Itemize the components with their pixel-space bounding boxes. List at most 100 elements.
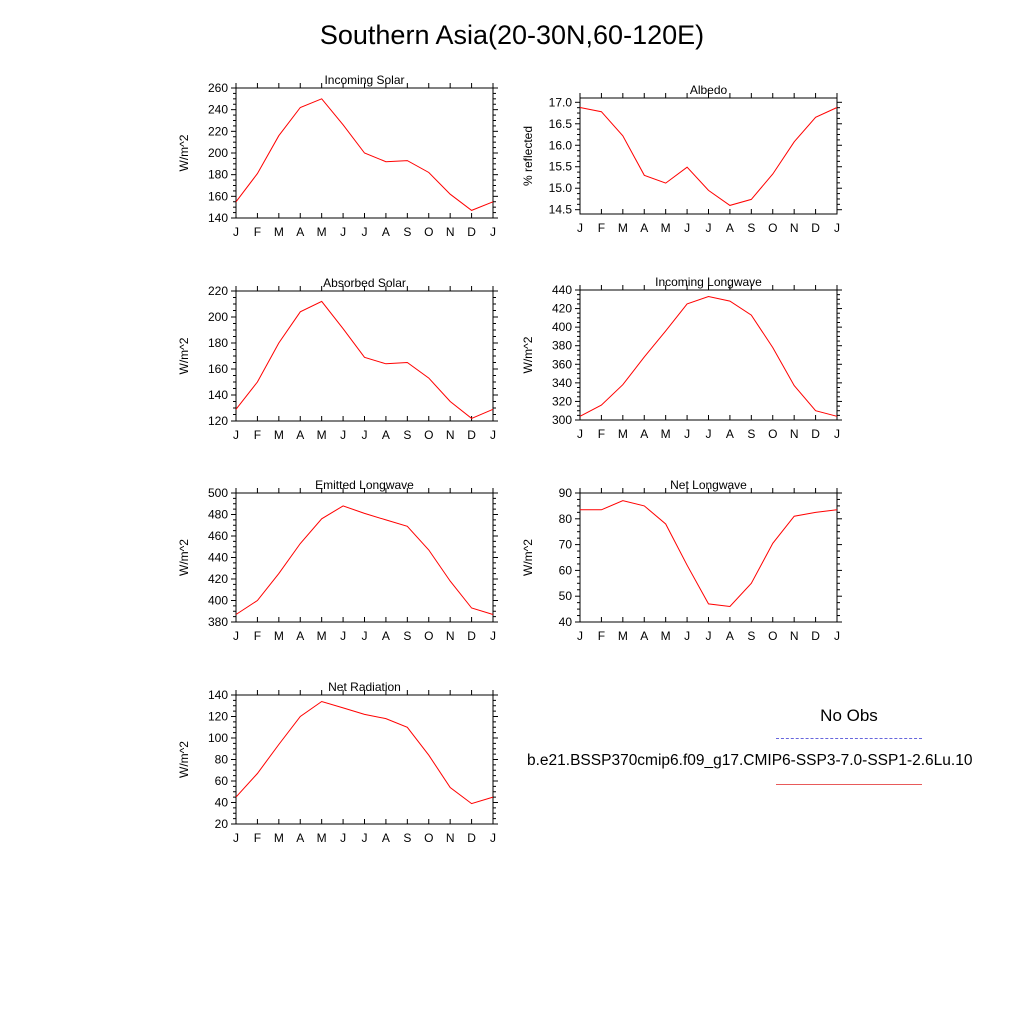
y-tick-label: 200 <box>208 310 228 324</box>
x-tick-label: S <box>747 427 755 441</box>
series-line <box>235 700 494 805</box>
y-axis-label: W/m^2 <box>521 539 535 576</box>
x-tick-label: D <box>467 225 476 239</box>
x-tick-label: D <box>467 629 476 643</box>
y-tick-label: 420 <box>208 572 228 586</box>
series-line <box>235 505 494 615</box>
x-tick-label: J <box>577 629 583 643</box>
y-tick-label: 460 <box>208 529 228 543</box>
x-tick-label: J <box>233 428 239 442</box>
panel-title: Net Longwave <box>670 478 747 492</box>
y-tick-label: 400 <box>552 320 572 334</box>
x-tick-label: J <box>233 225 239 239</box>
y-tick-label: 120 <box>208 414 228 428</box>
y-tick-label: 140 <box>208 211 228 225</box>
x-tick-label: J <box>340 831 346 845</box>
x-tick-label: S <box>403 629 411 643</box>
y-tick-label: 16.0 <box>549 138 573 152</box>
x-tick-label: A <box>382 428 390 442</box>
x-tick-label: D <box>811 221 820 235</box>
x-tick-label: M <box>317 831 327 845</box>
y-tick-label: 260 <box>208 81 228 95</box>
x-tick-label: M <box>274 225 284 239</box>
y-tick-label: 90 <box>559 486 573 500</box>
panel-title: Emitted Longwave <box>315 478 414 492</box>
y-tick-label: 240 <box>208 103 228 117</box>
y-tick-label: 420 <box>552 302 572 316</box>
x-tick-label: A <box>726 221 734 235</box>
panel-title: Net Radiation <box>328 680 401 694</box>
y-tick-label: 500 <box>208 486 228 500</box>
x-tick-label: D <box>811 629 820 643</box>
series-line <box>579 295 838 417</box>
y-axis-label: W/m^2 <box>521 336 535 373</box>
x-tick-label: O <box>424 629 433 643</box>
x-tick-label: A <box>296 225 304 239</box>
x-tick-label: S <box>747 629 755 643</box>
x-tick-label: J <box>577 427 583 441</box>
y-tick-label: 80 <box>559 512 573 526</box>
x-tick-label: J <box>684 221 690 235</box>
x-tick-label: S <box>403 831 411 845</box>
x-tick-label: A <box>382 225 390 239</box>
x-tick-label: M <box>274 428 284 442</box>
x-tick-label: O <box>768 221 777 235</box>
x-tick-label: F <box>254 629 261 643</box>
x-tick-label: M <box>618 629 628 643</box>
x-tick-label: J <box>706 629 712 643</box>
y-tick-label: 140 <box>208 688 228 702</box>
x-tick-label: O <box>768 427 777 441</box>
x-tick-label: A <box>382 629 390 643</box>
y-tick-label: 20 <box>215 817 229 831</box>
y-tick-label: 160 <box>208 189 228 203</box>
x-tick-label: J <box>362 629 368 643</box>
x-tick-label: O <box>424 428 433 442</box>
x-tick-label: A <box>640 221 648 235</box>
x-tick-label: N <box>446 428 455 442</box>
y-tick-label: 14.5 <box>549 203 573 217</box>
legend-model-swatch <box>776 784 922 785</box>
x-tick-label: J <box>490 831 496 845</box>
plot-frame <box>235 290 494 422</box>
y-axis-label: W/m^2 <box>177 741 191 778</box>
x-tick-label: J <box>577 221 583 235</box>
x-tick-label: S <box>403 428 411 442</box>
y-tick-label: 80 <box>215 753 229 767</box>
y-tick-label: 380 <box>208 615 228 629</box>
plot-frame <box>579 289 838 421</box>
y-tick-label: 16.5 <box>549 117 573 131</box>
legend-model-label: b.e21.BSSP370cmip6.f09_g17.CMIP6-SSP3-7.… <box>527 752 973 769</box>
panel-title: Incoming Solar <box>324 73 404 87</box>
y-tick-label: 100 <box>208 731 228 745</box>
x-tick-label: M <box>661 427 671 441</box>
x-tick-label: F <box>598 629 605 643</box>
series-line <box>235 98 494 211</box>
x-tick-label: M <box>618 221 628 235</box>
x-tick-label: J <box>490 428 496 442</box>
legend-obs-label: No Obs <box>820 706 878 725</box>
x-tick-label: J <box>706 427 712 441</box>
x-tick-label: M <box>618 427 628 441</box>
x-tick-label: N <box>790 221 799 235</box>
plot-frame <box>579 492 838 623</box>
x-tick-label: J <box>834 427 840 441</box>
x-tick-label: F <box>254 225 261 239</box>
x-tick-label: N <box>790 427 799 441</box>
x-tick-label: F <box>598 427 605 441</box>
y-tick-label: 220 <box>208 124 228 138</box>
x-tick-label: J <box>362 831 368 845</box>
y-tick-label: 200 <box>208 146 228 160</box>
panel-title: Albedo <box>690 83 728 97</box>
x-tick-label: M <box>317 629 327 643</box>
x-tick-label: J <box>490 629 496 643</box>
y-tick-label: 380 <box>552 339 572 353</box>
x-tick-label: A <box>296 831 304 845</box>
y-tick-label: 220 <box>208 284 228 298</box>
x-tick-label: M <box>274 629 284 643</box>
plot-frame <box>579 97 838 215</box>
